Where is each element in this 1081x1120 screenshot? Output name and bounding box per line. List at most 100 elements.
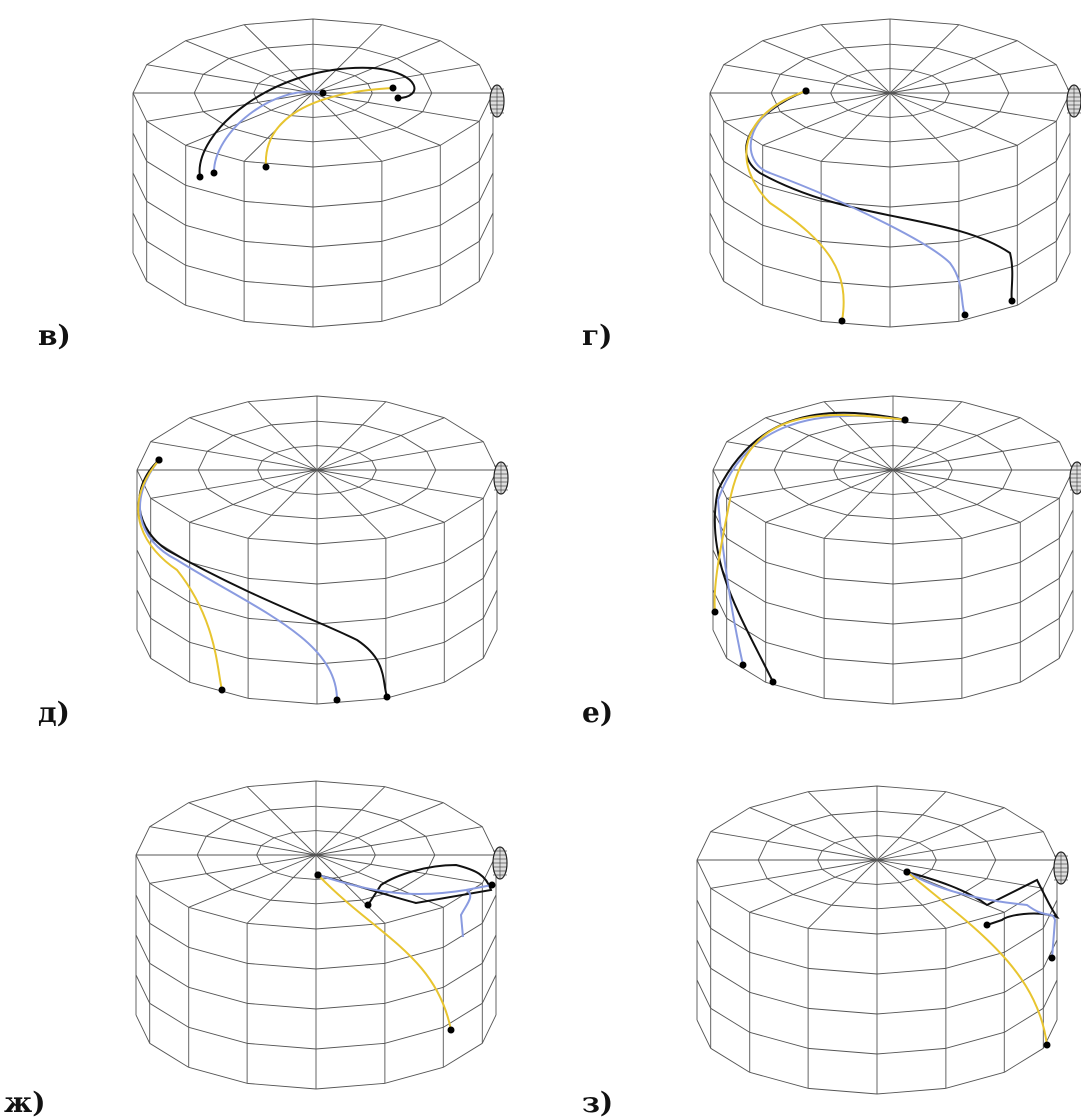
panel-label: е) [582,696,613,729]
figure: в) г) д) е) ж) з) [0,0,1081,1120]
drum-band [313,321,382,327]
drum-band [824,658,893,664]
drum-spoke [313,93,440,145]
drum-band [482,975,496,1003]
drum-band [482,935,496,963]
drum-spoke [766,470,893,522]
drum-spoke [877,860,1043,888]
drum-spoke [317,470,483,498]
panel-label: з) [582,1086,613,1119]
drum-band [247,1043,316,1049]
drum-band [136,895,150,923]
drum-band [1059,510,1073,538]
drum-spoke [189,803,316,855]
drum-band [1020,618,1059,642]
drum-band [133,173,147,201]
drum-band [808,1008,877,1014]
drum-spoke [890,41,1017,93]
drum-band [440,201,479,225]
drum-band [136,1015,150,1043]
drum-band [316,1083,385,1089]
drum-band [137,550,151,578]
drum-band [877,1008,946,1014]
drum-band [1017,241,1056,265]
drum-band [1004,1008,1043,1032]
drum-band [1043,980,1057,1008]
drum-band [946,992,1004,1008]
drum-band [136,975,150,1003]
drum-band [479,133,493,161]
drum-band [808,968,877,974]
drum-band [893,658,962,664]
drum-spoke [190,418,317,470]
drum-band [697,980,711,1008]
trajectory-end [384,694,391,701]
drum-band [821,321,890,327]
drum-band [248,658,317,664]
drum-band [483,630,497,658]
drum-band [959,265,1017,281]
drum-band [821,241,890,247]
drum-spoke [150,855,316,883]
drum-band [440,161,479,185]
drum-band [186,305,244,321]
drum-band [133,253,147,281]
drum-band [727,538,766,562]
drum-spoke [313,41,440,93]
drum-band [713,630,727,658]
drum-band [443,1043,482,1067]
drum-spoke [317,442,483,470]
drum-band [136,935,150,963]
drum-band [877,1048,946,1054]
drum-band [962,642,1020,658]
trajectory [907,872,1055,958]
trajectory-end [984,922,991,929]
drum-band [385,1067,443,1083]
drum-band [1017,281,1056,305]
trajectory-end [803,88,810,95]
drum-band [1020,658,1059,682]
drum-band [483,550,497,578]
drum-spoke [316,855,482,883]
drum-band [763,265,821,281]
drum-spoke [877,808,1004,860]
drum-band [382,185,440,201]
drum-band [1017,201,1056,225]
drum-band [1020,578,1059,602]
drum-spoke [190,470,317,522]
drum-spoke [893,418,1020,470]
drum-band [697,900,711,928]
drum-band [244,241,313,247]
drum-band [893,698,962,704]
drum-band [821,281,890,287]
drum-band [710,253,724,281]
drum-band [766,602,824,618]
drum-band [711,928,750,952]
drum-band [893,578,962,584]
drum-spoke [750,860,877,912]
trajectory-end [365,902,372,909]
drum-spoke [750,808,877,860]
drum-band [317,698,386,704]
drum-band [313,281,382,287]
trajectory-end [315,872,322,879]
drum-spoke [711,832,877,860]
drum-spoke [893,470,1059,498]
drum-band [710,173,724,201]
drum-spoke [317,418,444,470]
drum-band [313,201,382,207]
drum-band [151,618,190,642]
drum-band [479,173,493,201]
drum-band [244,321,313,327]
trajectory-end [489,882,496,889]
panel-label: д) [38,696,70,729]
trajectory-end [902,417,909,424]
drum-band [946,1032,1004,1048]
drum-band [147,201,186,225]
drum-band [147,161,186,185]
trajectory [214,92,323,173]
drum-band [186,225,244,241]
drum-band [444,538,483,562]
trajectory-end [1049,955,1056,962]
drum-spoke [316,803,443,855]
